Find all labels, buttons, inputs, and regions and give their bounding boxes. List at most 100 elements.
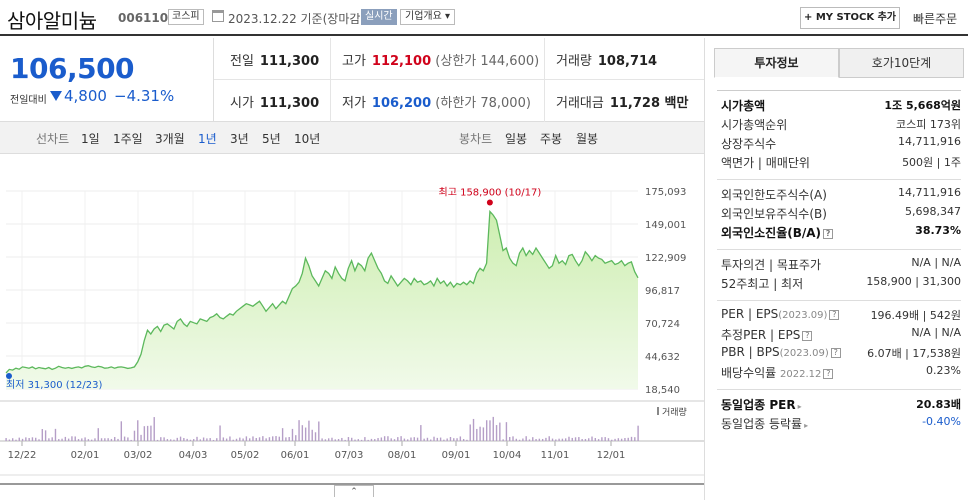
price-change: 4,800 bbox=[64, 87, 107, 105]
add-mystock-button[interactable]: + MY STOCK 추가 bbox=[800, 7, 900, 29]
volume-bar bbox=[535, 439, 537, 441]
company-info-dropdown[interactable]: 기업개요 ▾ bbox=[400, 9, 455, 25]
price-chart[interactable]: 175,093 149,001 122,909 96,817 70,724 44,632 1… bbox=[0, 155, 704, 500]
volume-bar bbox=[410, 437, 412, 441]
tab-10year[interactable]: 10년 bbox=[294, 132, 321, 146]
tab-3month[interactable]: 3개월 bbox=[155, 132, 185, 146]
volume-bar bbox=[485, 420, 488, 441]
est-per-row: 추정PER | EPS? N/A | N/A bbox=[721, 326, 961, 342]
help-icon[interactable]: ? bbox=[823, 229, 834, 239]
volume-bar bbox=[183, 438, 185, 441]
invest-info-list: 시가총액 1조 5,668억원 시가총액순위 코스피 173위 상장주식수 14,71… bbox=[717, 90, 961, 432]
tab-monthly[interactable]: 월봉 bbox=[576, 132, 599, 146]
volume-bar bbox=[193, 439, 195, 441]
volume-bar bbox=[413, 437, 415, 441]
volume-bar bbox=[499, 422, 501, 441]
realtime-badge[interactable]: 실시간 bbox=[361, 9, 397, 25]
volume-bar bbox=[574, 437, 577, 441]
price-chart-svg: 175,093 149,001 122,909 96,817 70,724 44,632 1… bbox=[0, 186, 704, 485]
volume-bar bbox=[360, 439, 363, 441]
volume-bar bbox=[505, 422, 508, 441]
volume-bar bbox=[252, 436, 254, 441]
tab-1day[interactable]: 1일 bbox=[81, 132, 100, 146]
volume-bar bbox=[275, 436, 277, 441]
volume-bar bbox=[374, 439, 376, 441]
volume-bar bbox=[495, 425, 498, 441]
volume-bar bbox=[324, 439, 327, 441]
volume-bar bbox=[571, 437, 573, 441]
volume-bar bbox=[406, 439, 409, 441]
sector-change-row[interactable]: 동일업종 등락률 ▸ -0.40% bbox=[721, 415, 961, 431]
help-icon[interactable]: ? bbox=[830, 348, 841, 358]
volume-bar bbox=[614, 438, 616, 441]
volume-bar bbox=[538, 438, 541, 441]
volume-bar bbox=[466, 439, 468, 441]
sector-per-row[interactable]: 동일업종 PER ▸ 20.83배 bbox=[721, 398, 961, 412]
quick-order-button[interactable]: 빠른주문 bbox=[913, 12, 958, 26]
volume-bar bbox=[248, 438, 251, 441]
help-icon[interactable]: ? bbox=[829, 310, 840, 320]
volume-bar bbox=[156, 439, 159, 441]
volume-bar bbox=[637, 425, 639, 441]
volume-bar bbox=[77, 439, 80, 441]
market-badge: 코스피 bbox=[168, 9, 204, 25]
volume-bar bbox=[545, 437, 547, 441]
x-tick-label: 04/03 bbox=[179, 450, 208, 461]
tab-weekly[interactable]: 주봉 bbox=[540, 132, 563, 146]
foreign-ratio-row: 외국인소진율(B/A)? 38.73% bbox=[721, 224, 961, 240]
volume-bar bbox=[130, 439, 132, 441]
tab-daily[interactable]: 일봉 bbox=[505, 132, 528, 146]
collapse-chart-button[interactable]: ⌃ bbox=[334, 485, 374, 497]
range52-row: 52주최고 | 최저 158,900 | 31,300 bbox=[721, 275, 961, 291]
volume-bar bbox=[41, 429, 44, 441]
volume-bar bbox=[278, 436, 281, 441]
volume-bar bbox=[476, 428, 478, 441]
volume-bar bbox=[54, 428, 57, 441]
volume-bar bbox=[140, 434, 142, 441]
day-low: 저가 106,200 (하한가 78,000) bbox=[342, 96, 531, 111]
volume-bar bbox=[397, 437, 399, 441]
volume-bar bbox=[518, 439, 521, 441]
volume-bar bbox=[104, 438, 106, 441]
volume-bar bbox=[528, 439, 531, 441]
volume-bar bbox=[25, 437, 27, 441]
tab-hoga[interactable]: 호가10단계 bbox=[839, 48, 964, 78]
volume-bar bbox=[331, 437, 333, 441]
dividend-row: 배당수익률 2022.12? 0.23% bbox=[721, 364, 961, 380]
volume-bar bbox=[334, 439, 336, 441]
tab-1week[interactable]: 1주일 bbox=[113, 132, 143, 146]
volume-bar bbox=[390, 438, 392, 441]
y-tick-label: 18,540 bbox=[645, 385, 680, 396]
volume-bar bbox=[133, 430, 136, 441]
price-area bbox=[6, 211, 638, 389]
volume-bar bbox=[304, 427, 307, 441]
volume-bar bbox=[634, 437, 636, 441]
volume-bar bbox=[219, 425, 221, 441]
help-icon[interactable]: ? bbox=[802, 331, 813, 341]
help-icon[interactable]: ? bbox=[823, 369, 834, 379]
y-tick-label: 175,093 bbox=[645, 187, 686, 198]
volume-bar bbox=[482, 427, 485, 441]
volume-bar bbox=[301, 425, 304, 441]
volume-bar bbox=[630, 436, 633, 441]
foreign-limit-row: 외국인한도주식수(A) 14,711,916 bbox=[721, 186, 961, 202]
volume-bar bbox=[541, 438, 544, 441]
volume-bar bbox=[265, 438, 267, 441]
x-tick-label: 12/01 bbox=[597, 450, 626, 461]
candle-chart-label: 봉차트 bbox=[459, 132, 493, 146]
stock-header: 삼아알미늄 006110 코스피 2023.12.22 기준(장마감) 실시간 … bbox=[0, 0, 968, 36]
price-summary: 106,500 전일대비 4,800 −4.31% bbox=[0, 38, 214, 122]
volume-bar bbox=[38, 439, 40, 441]
tab-invest-info[interactable]: 투자정보 bbox=[714, 48, 839, 78]
tab-3year[interactable]: 3년 bbox=[230, 132, 249, 146]
volume-bar bbox=[71, 436, 73, 441]
tab-5year[interactable]: 5년 bbox=[262, 132, 281, 146]
volume-bar bbox=[337, 438, 340, 441]
volume-bar bbox=[281, 428, 284, 441]
volume-bar bbox=[61, 438, 63, 441]
prev-close: 전일 111,300 bbox=[230, 54, 320, 69]
volume-bar bbox=[341, 437, 343, 441]
tab-1year[interactable]: 1년 bbox=[198, 132, 217, 146]
face-value-row: 액면가 | 매매단위 500원 | 1주 bbox=[721, 156, 961, 170]
volume-bar bbox=[186, 438, 188, 441]
